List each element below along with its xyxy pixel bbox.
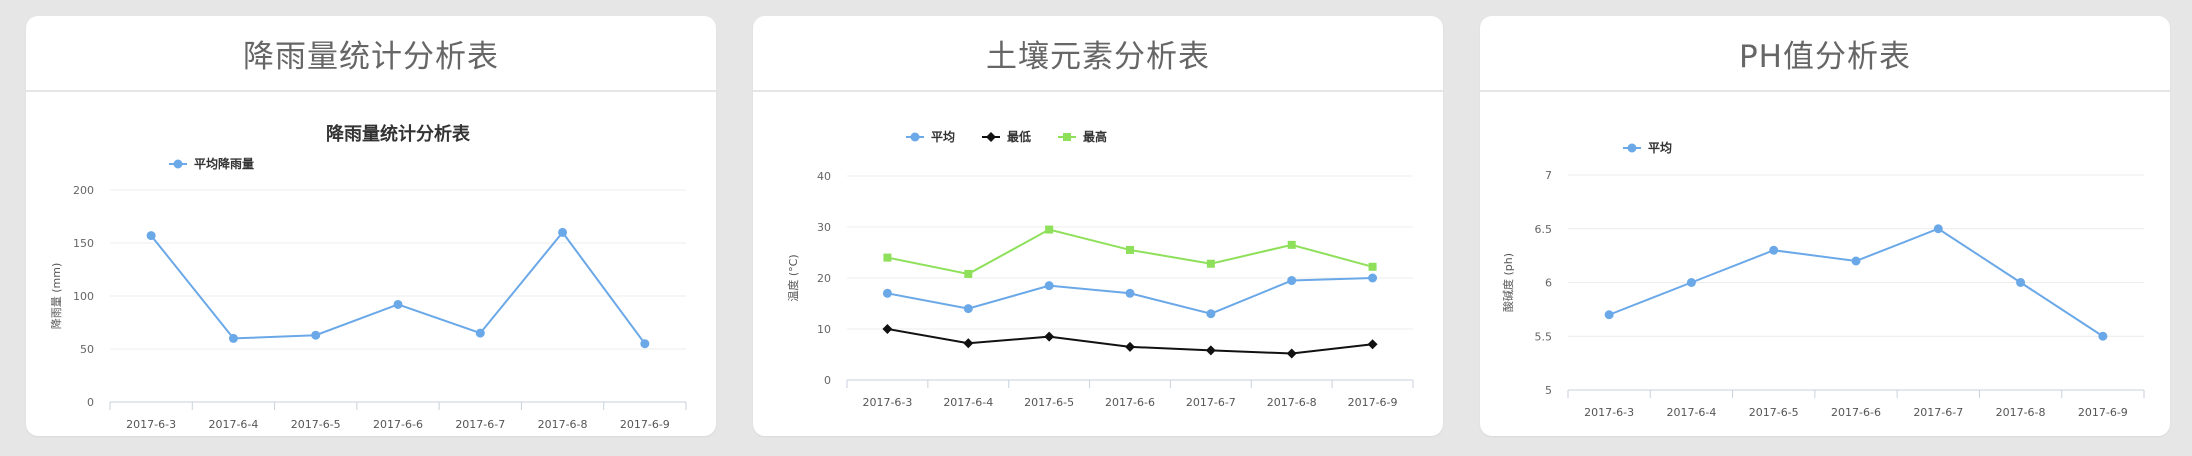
x-tick-label: 2017-6-7 xyxy=(1913,406,1963,419)
data-point xyxy=(1367,339,1378,350)
data-point xyxy=(882,324,893,334)
legend-label: 平均 xyxy=(931,129,955,144)
data-point xyxy=(1126,245,1134,254)
panel-header: 降雨量统计分析表 xyxy=(26,16,716,92)
x-tick-label: 2017-6-5 xyxy=(1749,406,1799,419)
data-point xyxy=(882,288,892,298)
legend-marker xyxy=(910,132,920,142)
y-tick-label: 20 xyxy=(817,272,831,285)
x-tick-label: 2017-6-8 xyxy=(1267,396,1317,409)
panel-header: 土壤元素分析表 xyxy=(753,16,1443,92)
legend-marker xyxy=(173,159,183,169)
y-tick-label: 10 xyxy=(817,323,831,336)
x-tick-label: 2017-6-4 xyxy=(208,418,258,431)
data-point xyxy=(393,299,403,309)
soil-panel: 土壤元素分析表 0 10 20 30 40 2017-6-3 2017-6-4 2017-6-… xyxy=(753,16,1443,436)
x-tick-label: 2017-6-4 xyxy=(1666,406,1716,419)
panel-title: 土壤元素分析表 xyxy=(986,38,1210,75)
x-tick-label: 2017-6-7 xyxy=(1186,396,1236,409)
data-point xyxy=(964,269,973,278)
x-tick-label: 2017-6-7 xyxy=(455,418,505,431)
data-point xyxy=(1769,245,1779,255)
data-point xyxy=(1125,288,1135,298)
data-point xyxy=(640,339,650,349)
data-point xyxy=(146,231,156,241)
x-tick-label: 2017-6-3 xyxy=(862,396,912,409)
ph-chart: 5 5.5 6 6.5 7 2017-6-3 2017-6-4 2017-6-5 2017-6-… xyxy=(1501,140,2145,419)
y-tick-label: 40 xyxy=(817,170,831,183)
y-tick-label: 0 xyxy=(87,396,94,409)
legend-marker xyxy=(1063,133,1071,141)
x-tick-label: 2017-6-4 xyxy=(943,396,993,409)
x-tick-label: 2017-6-3 xyxy=(1584,406,1634,419)
y-axis-label: 温度 (°C) xyxy=(786,254,800,301)
soil-chart: 0 10 20 30 40 2017-6-3 2017-6-4 2017-6-5 2017-6-… xyxy=(786,129,1414,409)
legend-label: 平均 xyxy=(1648,140,1672,155)
x-tick-label: 2017-6-6 xyxy=(1105,396,1155,409)
ph-panel: PH值分析表 5 5.5 6 6.5 7 2017-6-3 2017-6-4 2017-6-5… xyxy=(1480,16,2170,436)
data-point xyxy=(475,328,485,338)
data-point xyxy=(1044,281,1054,291)
x-tick-label: 2017-6-9 xyxy=(1348,396,1398,409)
legend-label: 最低 xyxy=(1007,129,1031,144)
rainfall-chart: 降雨量统计分析表 0 50 100 150 200 2017-6-3 2017-6-4 2017… xyxy=(49,123,687,431)
data-point xyxy=(963,338,974,349)
panel-title: PH值分析表 xyxy=(1738,38,1911,75)
data-point xyxy=(1686,278,1696,287)
legend-label: 最高 xyxy=(1083,129,1107,144)
series-line xyxy=(150,230,646,345)
y-axis-label: 降雨量 (mm) xyxy=(49,263,63,330)
data-point xyxy=(2098,331,2108,341)
y-tick-label: 0 xyxy=(824,374,831,387)
rainfall-panel: 降雨量统计分析表 降雨量统计分析表 0 50 100 150 200 2017-6-3 201… xyxy=(26,16,716,436)
data-point xyxy=(1287,276,1297,286)
y-tick-label: 6 xyxy=(1545,277,1552,290)
data-point xyxy=(1206,309,1216,319)
legend-marker xyxy=(986,132,996,142)
data-point xyxy=(963,304,973,314)
y-tick-label: 100 xyxy=(73,290,94,303)
x-tick-label: 2017-6-6 xyxy=(1831,406,1881,419)
chart-title: 降雨量统计分析表 xyxy=(326,123,471,145)
x-tick-label: 2017-6-5 xyxy=(291,418,341,431)
data-point xyxy=(1368,262,1377,271)
legend-label: 平均降雨量 xyxy=(194,156,254,171)
data-point xyxy=(2016,278,2026,287)
data-point xyxy=(1286,348,1297,359)
data-point xyxy=(1851,256,1861,266)
data-point xyxy=(228,333,238,343)
panel-header: PH值分析表 xyxy=(1480,16,2170,92)
data-point xyxy=(1368,273,1378,283)
data-point xyxy=(1933,224,1943,234)
data-point xyxy=(1045,225,1054,234)
data-point xyxy=(558,227,568,237)
y-tick-label: 50 xyxy=(80,343,94,356)
x-tick-label: 2017-6-8 xyxy=(1996,406,2046,419)
data-point xyxy=(1044,331,1055,342)
y-tick-label: 150 xyxy=(73,237,94,250)
data-point xyxy=(883,253,892,262)
panel-title: 降雨量统计分析表 xyxy=(243,38,499,75)
x-tick-label: 2017-6-3 xyxy=(126,418,176,431)
y-tick-label: 5 xyxy=(1545,384,1552,397)
data-point xyxy=(1205,345,1216,356)
x-tick-label: 2017-6-9 xyxy=(2078,406,2128,419)
data-point xyxy=(1604,310,1614,320)
data-point xyxy=(311,330,321,340)
y-tick-label: 30 xyxy=(817,221,831,234)
x-tick-label: 2017-6-8 xyxy=(538,418,588,431)
y-tick-label: 7 xyxy=(1545,169,1552,182)
y-axis-label: 酸碱度 (ph) xyxy=(1501,253,1515,312)
legend-marker xyxy=(1627,143,1637,153)
x-tick-label: 2017-6-5 xyxy=(1024,396,1074,409)
y-tick-label: 6.5 xyxy=(1535,223,1553,236)
y-tick-label: 200 xyxy=(73,184,94,197)
data-point xyxy=(1287,240,1296,249)
y-tick-label: 5.5 xyxy=(1535,330,1553,343)
data-point xyxy=(1125,341,1135,352)
data-point xyxy=(1206,259,1215,268)
x-tick-label: 2017-6-6 xyxy=(373,418,423,431)
x-tick-label: 2017-6-9 xyxy=(620,418,670,431)
